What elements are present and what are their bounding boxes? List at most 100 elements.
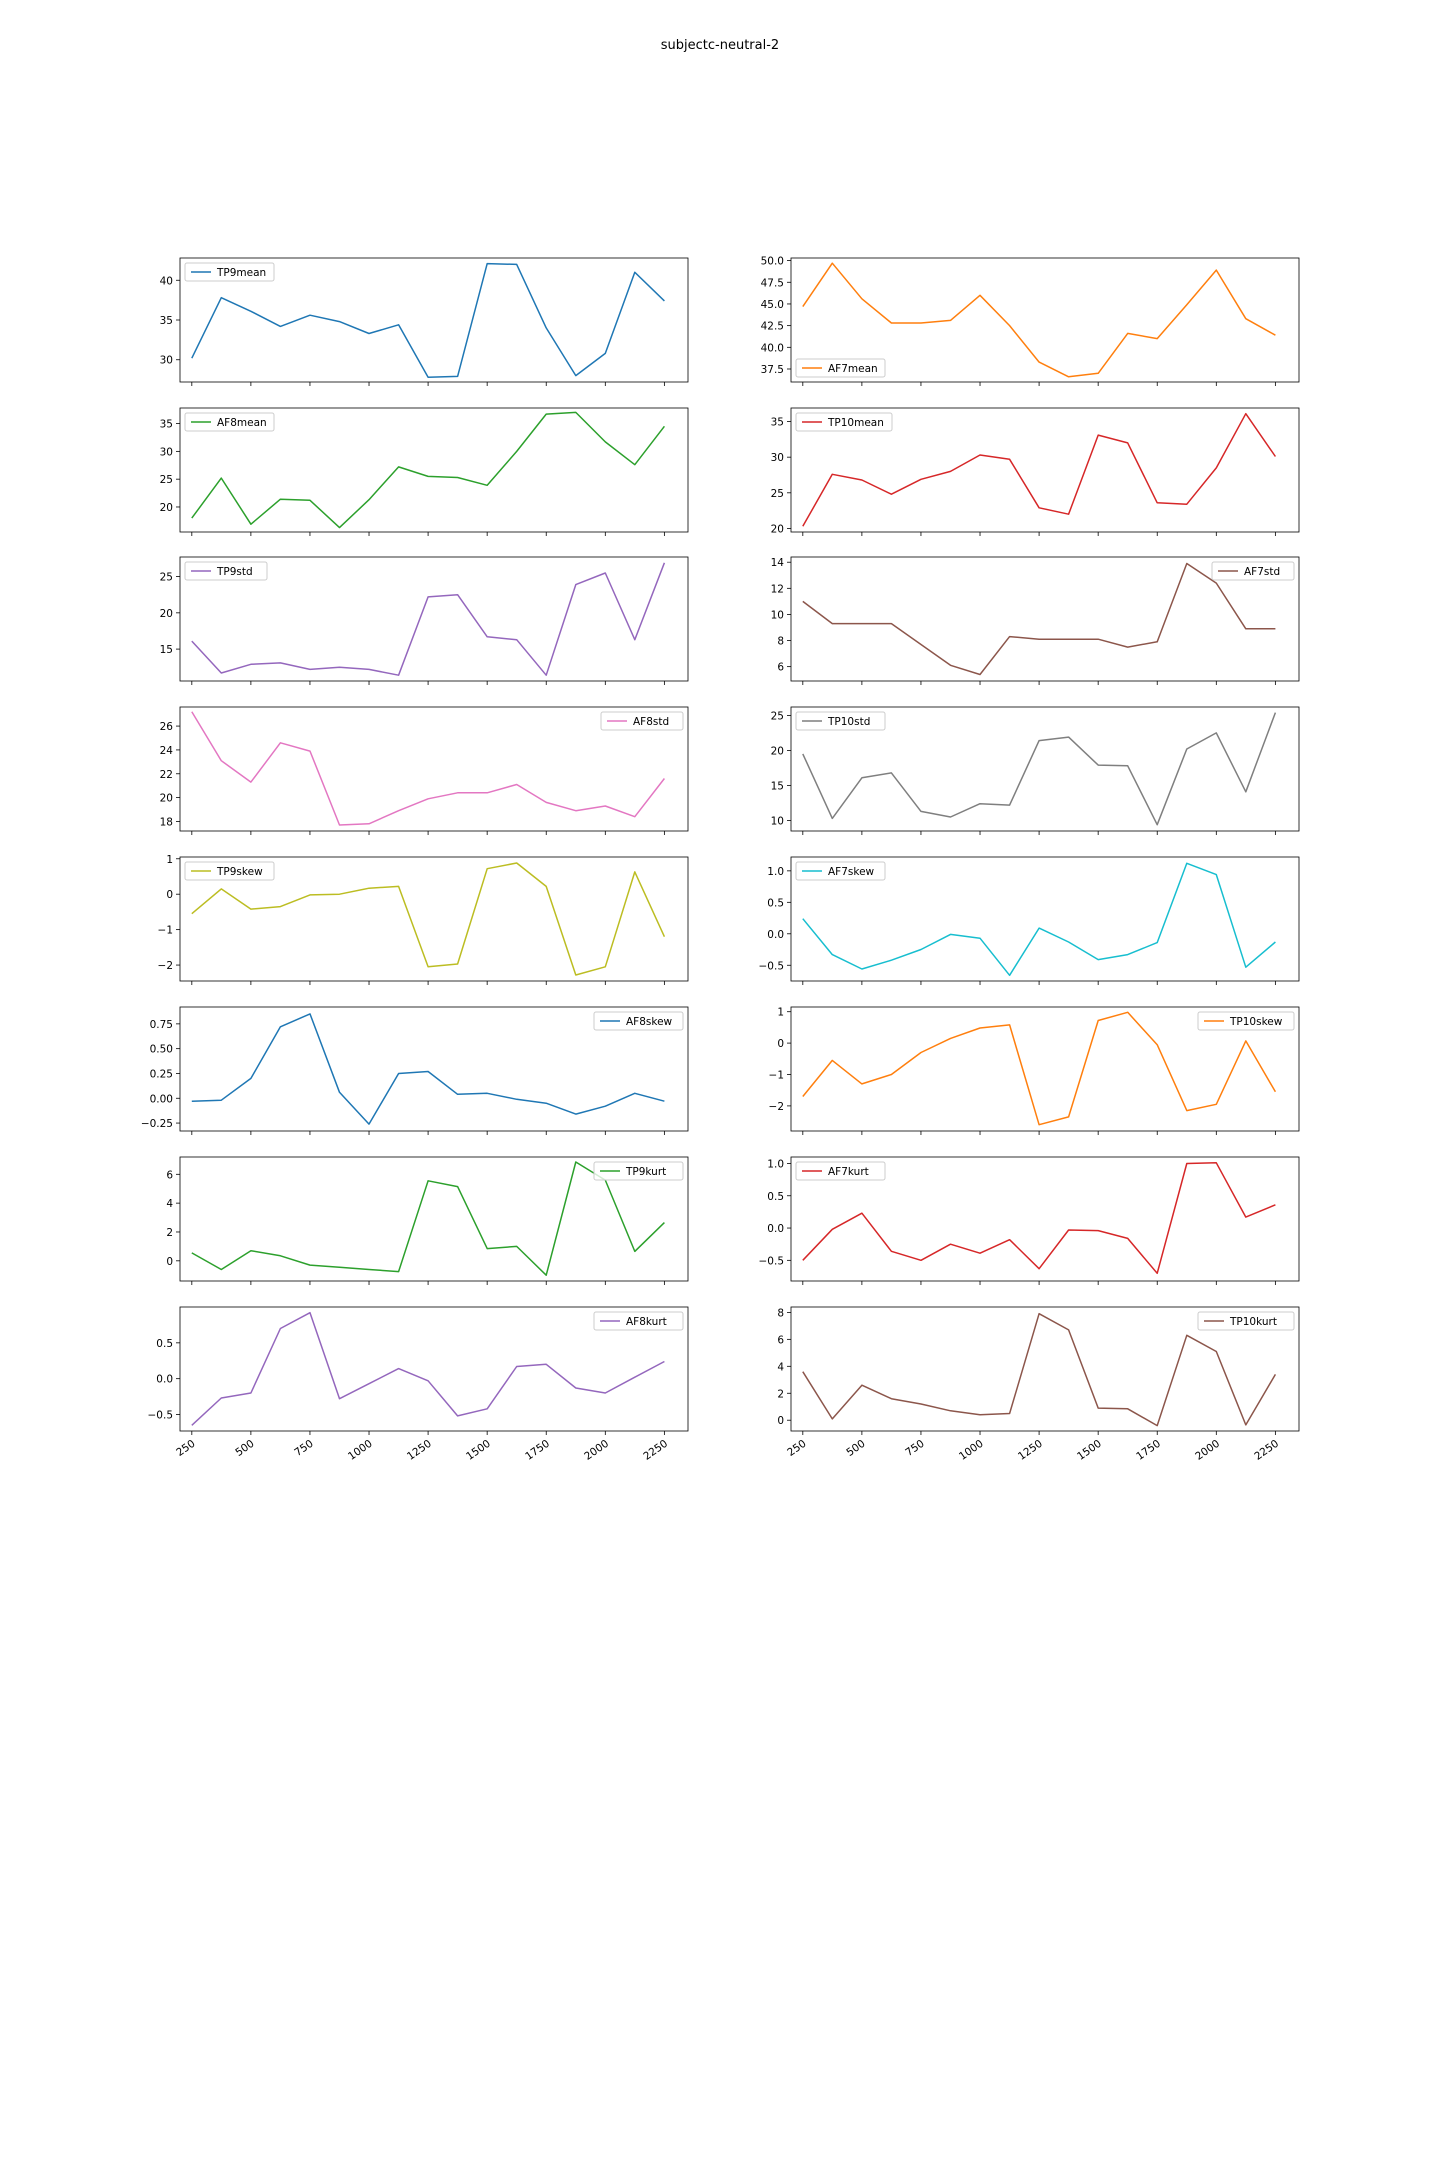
y-tick-label: 0.25 — [150, 1068, 173, 1080]
x-tick-label: 750 — [903, 1438, 926, 1459]
series-line-tp10std — [802, 712, 1277, 826]
subplot-af8kurt: −0.5 0.0 0.5 250 500 750 1000 1250 1500 1750 2000 2… — [148, 1306, 689, 1463]
legend: TP9kurt — [593, 1161, 684, 1181]
y-tick-label: 0.50 — [150, 1044, 173, 1056]
y-tick-label: −0.5 — [148, 1410, 174, 1422]
subplot-af8std: 18 20 22 24 26 AF8std — [160, 706, 689, 835]
series-line-af7mean — [802, 262, 1276, 378]
series-line-tp9kurt — [191, 1161, 665, 1276]
y-tick-label: 40.0 — [761, 342, 784, 354]
series-line-af8std — [191, 711, 665, 826]
x-tick-label: 1250 — [1016, 1438, 1045, 1463]
x-tick-label: 1000 — [957, 1438, 986, 1463]
subplot-af8mean: 20 25 30 35 AF8mean — [160, 407, 689, 536]
legend-label: AF8kurt — [626, 1316, 667, 1328]
series-line-tp10skew — [802, 1011, 1277, 1126]
y-tick-label: 10 — [771, 815, 784, 827]
subplot-tp10kurt: 0 2 4 6 8 250 500 750 1000 1250 1500 1750 2000 2250 TP… — [777, 1306, 1300, 1463]
x-tick-label: 1000 — [346, 1438, 375, 1463]
y-tick-label: 1.0 — [767, 1158, 784, 1170]
legend-label: TP9skew — [216, 866, 263, 878]
y-tick-label: 20 — [160, 502, 173, 514]
series-line-tp9std — [191, 562, 666, 676]
y-tick-label: 35 — [771, 417, 784, 429]
legend-label: TP9mean — [216, 267, 266, 279]
subplot-tp10skew: −2 −1 0 1 TP10skew — [769, 1006, 1300, 1135]
series-line-tp9mean — [191, 262, 665, 378]
y-tick-label: 0.0 — [767, 1223, 784, 1235]
legend-label: AF8skew — [626, 1016, 673, 1028]
y-tick-label: 20 — [771, 745, 784, 757]
legend-box — [795, 861, 886, 881]
x-tick-label: 250 — [174, 1438, 197, 1459]
y-tick-label: 20 — [160, 608, 173, 620]
x-tick-label: 2250 — [1252, 1438, 1281, 1463]
y-tick-label: 25 — [771, 710, 784, 722]
subplot-tp9mean: 30 35 40 TP9mean — [160, 257, 689, 386]
x-tick-label: 2250 — [641, 1438, 670, 1463]
legend: AF7skew — [795, 861, 886, 881]
y-tick-label: −2 — [158, 960, 173, 972]
y-tick-label: 0.5 — [767, 1191, 784, 1203]
legend: AF7kurt — [795, 1161, 886, 1181]
x-tick-label: 500 — [844, 1438, 867, 1459]
legend-label: AF8std — [633, 716, 669, 728]
subplot-af8skew: −0.25 0.00 0.25 0.50 0.75 AF8skew — [141, 1006, 689, 1135]
y-tick-label: 25 — [771, 488, 784, 500]
axes-frame — [790, 1006, 1300, 1132]
series-line-af7std — [802, 562, 1276, 676]
legend-label: TP10skew — [1229, 1016, 1283, 1028]
y-tick-label: 30 — [160, 446, 173, 458]
legend-box — [184, 861, 275, 881]
series-line-af8skew — [191, 1013, 665, 1125]
series-line-tp10kurt — [802, 1312, 1277, 1427]
legend-box — [795, 1161, 886, 1181]
axes-frame — [179, 407, 689, 533]
axes-frame — [790, 856, 1300, 982]
y-tick-label: 6 — [777, 662, 784, 674]
y-tick-label: 30 — [160, 355, 173, 367]
legend-label: AF7skew — [828, 866, 875, 878]
legend-label: TP10kurt — [1229, 1316, 1277, 1328]
x-tick-label: 2000 — [1193, 1438, 1222, 1463]
axes-frame — [790, 706, 1300, 832]
legend: AF8std — [600, 711, 684, 731]
axes-frame — [790, 257, 1300, 383]
x-tick-label: 1500 — [1075, 1438, 1104, 1463]
x-tick-label: 250 — [785, 1438, 808, 1459]
y-tick-label: 1 — [777, 1007, 784, 1019]
subplot-af7kurt: −0.5 0.0 0.5 1.0 AF7kurt — [759, 1156, 1300, 1285]
y-tick-label: 45.0 — [761, 299, 784, 311]
axes-frame — [179, 257, 689, 383]
axes-frame — [790, 407, 1300, 533]
legend-label: TP10std — [827, 716, 870, 728]
subplot-af7mean: 37.5 40.0 42.5 45.0 47.5 50.0 AF7mean — [761, 256, 1300, 386]
y-tick-label: 1.0 — [767, 866, 784, 878]
y-tick-label: 24 — [160, 745, 174, 757]
y-tick-label: −0.5 — [759, 1255, 785, 1267]
axes-frame — [179, 1306, 689, 1432]
legend-label: TP10mean — [827, 417, 884, 429]
y-tick-label: 20 — [771, 523, 784, 535]
x-tick-label: 1750 — [523, 1438, 552, 1463]
legend: TP9mean — [184, 262, 275, 282]
y-tick-label: 47.5 — [761, 277, 784, 289]
y-tick-label: 2 — [166, 1227, 173, 1239]
y-tick-label: 30 — [771, 452, 784, 464]
y-tick-label: 35 — [160, 315, 173, 327]
legend: AF7mean — [795, 358, 886, 378]
y-tick-label: 25 — [160, 474, 173, 486]
series-line-af7skew — [802, 862, 1276, 977]
legend-box — [600, 711, 684, 731]
axes-frame — [790, 1156, 1300, 1282]
y-tick-label: 18 — [160, 816, 173, 828]
legend-box — [1197, 1311, 1295, 1331]
legend: TP9skew — [184, 861, 275, 881]
axes-frame — [179, 556, 689, 682]
axes-frame — [179, 706, 689, 832]
y-tick-label: 26 — [160, 721, 174, 733]
subplot-tp10std: 10 15 20 25 TP10std — [771, 706, 1300, 835]
x-tick-label: 1750 — [1134, 1438, 1163, 1463]
legend-box — [184, 262, 275, 282]
legend: AF8kurt — [593, 1311, 684, 1331]
